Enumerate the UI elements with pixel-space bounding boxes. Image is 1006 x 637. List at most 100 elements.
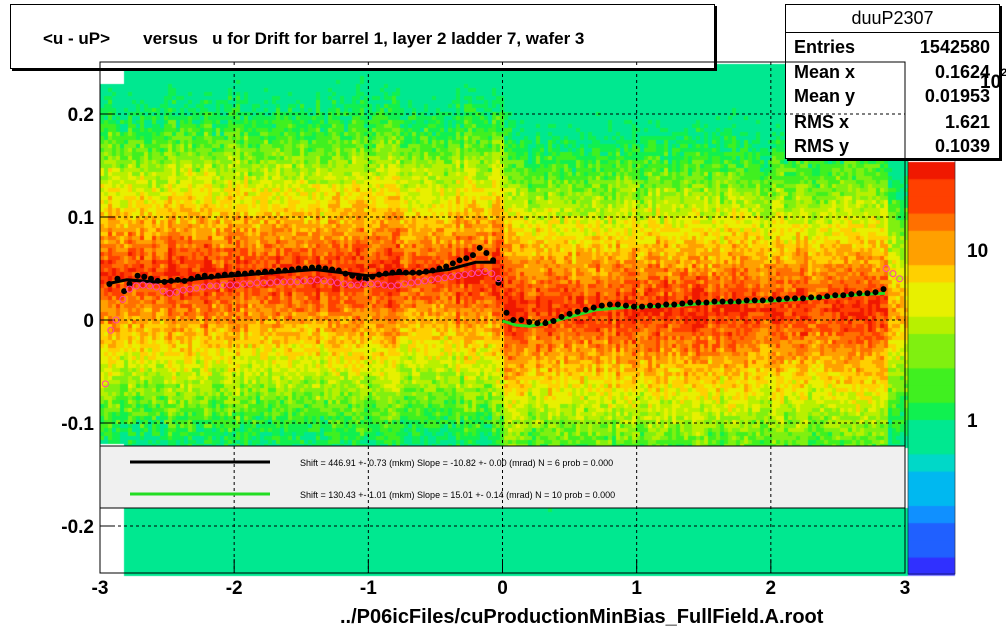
x-tick-label: -2 [226,578,243,599]
pink-data-point [394,281,402,289]
black-data-point [808,294,815,301]
black-data-point [154,277,161,284]
pink-data-point [166,289,174,297]
stats-divider [786,32,999,33]
pink-data-point [367,280,375,288]
fit-legend-box [99,445,906,509]
pink-data-point [380,281,388,289]
pink-data-point [421,277,429,285]
black-data-point [288,266,295,273]
black-data-point [490,257,497,264]
black-data-point [671,301,678,308]
pink-data-point [193,284,201,292]
black-data-point [743,297,750,304]
black-data-point [349,272,356,279]
black-data-point [429,267,436,274]
pink-data-point [119,295,127,303]
pink-data-point [273,278,281,286]
black-data-point [194,273,201,280]
chart-title-box: <u - uP> versus u for Drift for barrel 1… [10,4,715,69]
black-data-point [221,271,228,278]
black-data-point [174,276,181,283]
black-data-point [727,298,734,305]
pink-data-point [414,278,422,286]
black-data-point [824,293,831,300]
pink-data-point [889,270,897,278]
stats-label: RMS x [794,112,850,132]
black-data-point [751,297,758,304]
black-data-point [141,273,148,280]
black-data-point [463,255,470,262]
black-data-point [695,299,702,306]
colorbar-label-10: 10 [967,241,988,262]
black-data-point [248,269,255,276]
black-data-point [503,309,510,316]
pink-data-point [494,275,502,283]
black-data-point [856,290,863,297]
pink-data-point [293,278,301,286]
black-data-point [355,274,362,281]
stats-label: Entries [794,37,856,57]
x-tick-label: 2 [766,578,777,599]
x-tick-label: -1 [360,578,377,599]
black-data-point [622,302,629,309]
black-data-point [262,268,269,275]
black-data-point [832,292,839,299]
black-data-point [639,303,646,310]
black-data-point [558,313,565,320]
black-data-point [534,320,541,327]
pink-data-point [387,282,395,290]
black-data-point [302,265,309,272]
pink-data-point [427,276,435,284]
pink-data-point [266,279,274,287]
pink-data-point [159,287,167,295]
black-data-point [864,290,871,297]
black-data-point [215,272,222,279]
x-tick-label: 0 [497,578,508,599]
stats-value: 0.1624 [934,62,990,82]
black-data-point [719,298,726,305]
stats-value: 0.1039 [934,136,990,156]
black-data-point [759,297,766,304]
stats-label: Mean y [794,86,856,106]
pink-data-point [407,279,415,287]
black-data-point [376,271,383,278]
black-data-point [598,302,605,309]
black-data-point [436,265,443,272]
pink-data-point [240,280,248,288]
black-data-point [423,268,430,275]
black-data-point [679,300,686,307]
black-data-point [241,270,248,277]
pink-data-point [882,265,890,272]
black-data-point [228,271,235,278]
y-tick-label: 0.2 [68,105,94,126]
black-data-point [443,263,450,270]
pink-data-point [199,283,207,291]
black-data-point [396,268,403,275]
black-data-point [114,275,121,282]
black-data-point [630,303,637,310]
black-data-point [703,299,710,306]
x-tick-label: -3 [92,578,109,599]
black-data-point [282,267,289,274]
black-data-point [663,301,670,308]
black-data-point [335,267,342,274]
black-data-point [456,257,463,264]
stats-box: duuP2307 Entries 1542580 Mean x 0.1624 M… [785,4,1000,159]
pink-data-point [172,288,180,296]
black-data-point [208,273,215,280]
black-data-point [526,319,533,326]
pink-data-point [300,277,308,285]
y-tick-label: -0.1 [61,414,94,435]
black-data-point [168,277,175,284]
black-data-point [848,291,855,298]
black-data-point [181,277,188,284]
black-data-point [590,304,597,311]
fit-legend-text: Shift = 446.91 +- 0.73 (mkm) Slope = -10… [300,458,613,468]
pink-data-point [333,279,341,287]
black-data-point [469,252,476,259]
black-data-point [275,267,282,274]
black-data-point [582,306,589,313]
black-data-point [872,289,879,296]
pink-data-point [253,279,261,287]
